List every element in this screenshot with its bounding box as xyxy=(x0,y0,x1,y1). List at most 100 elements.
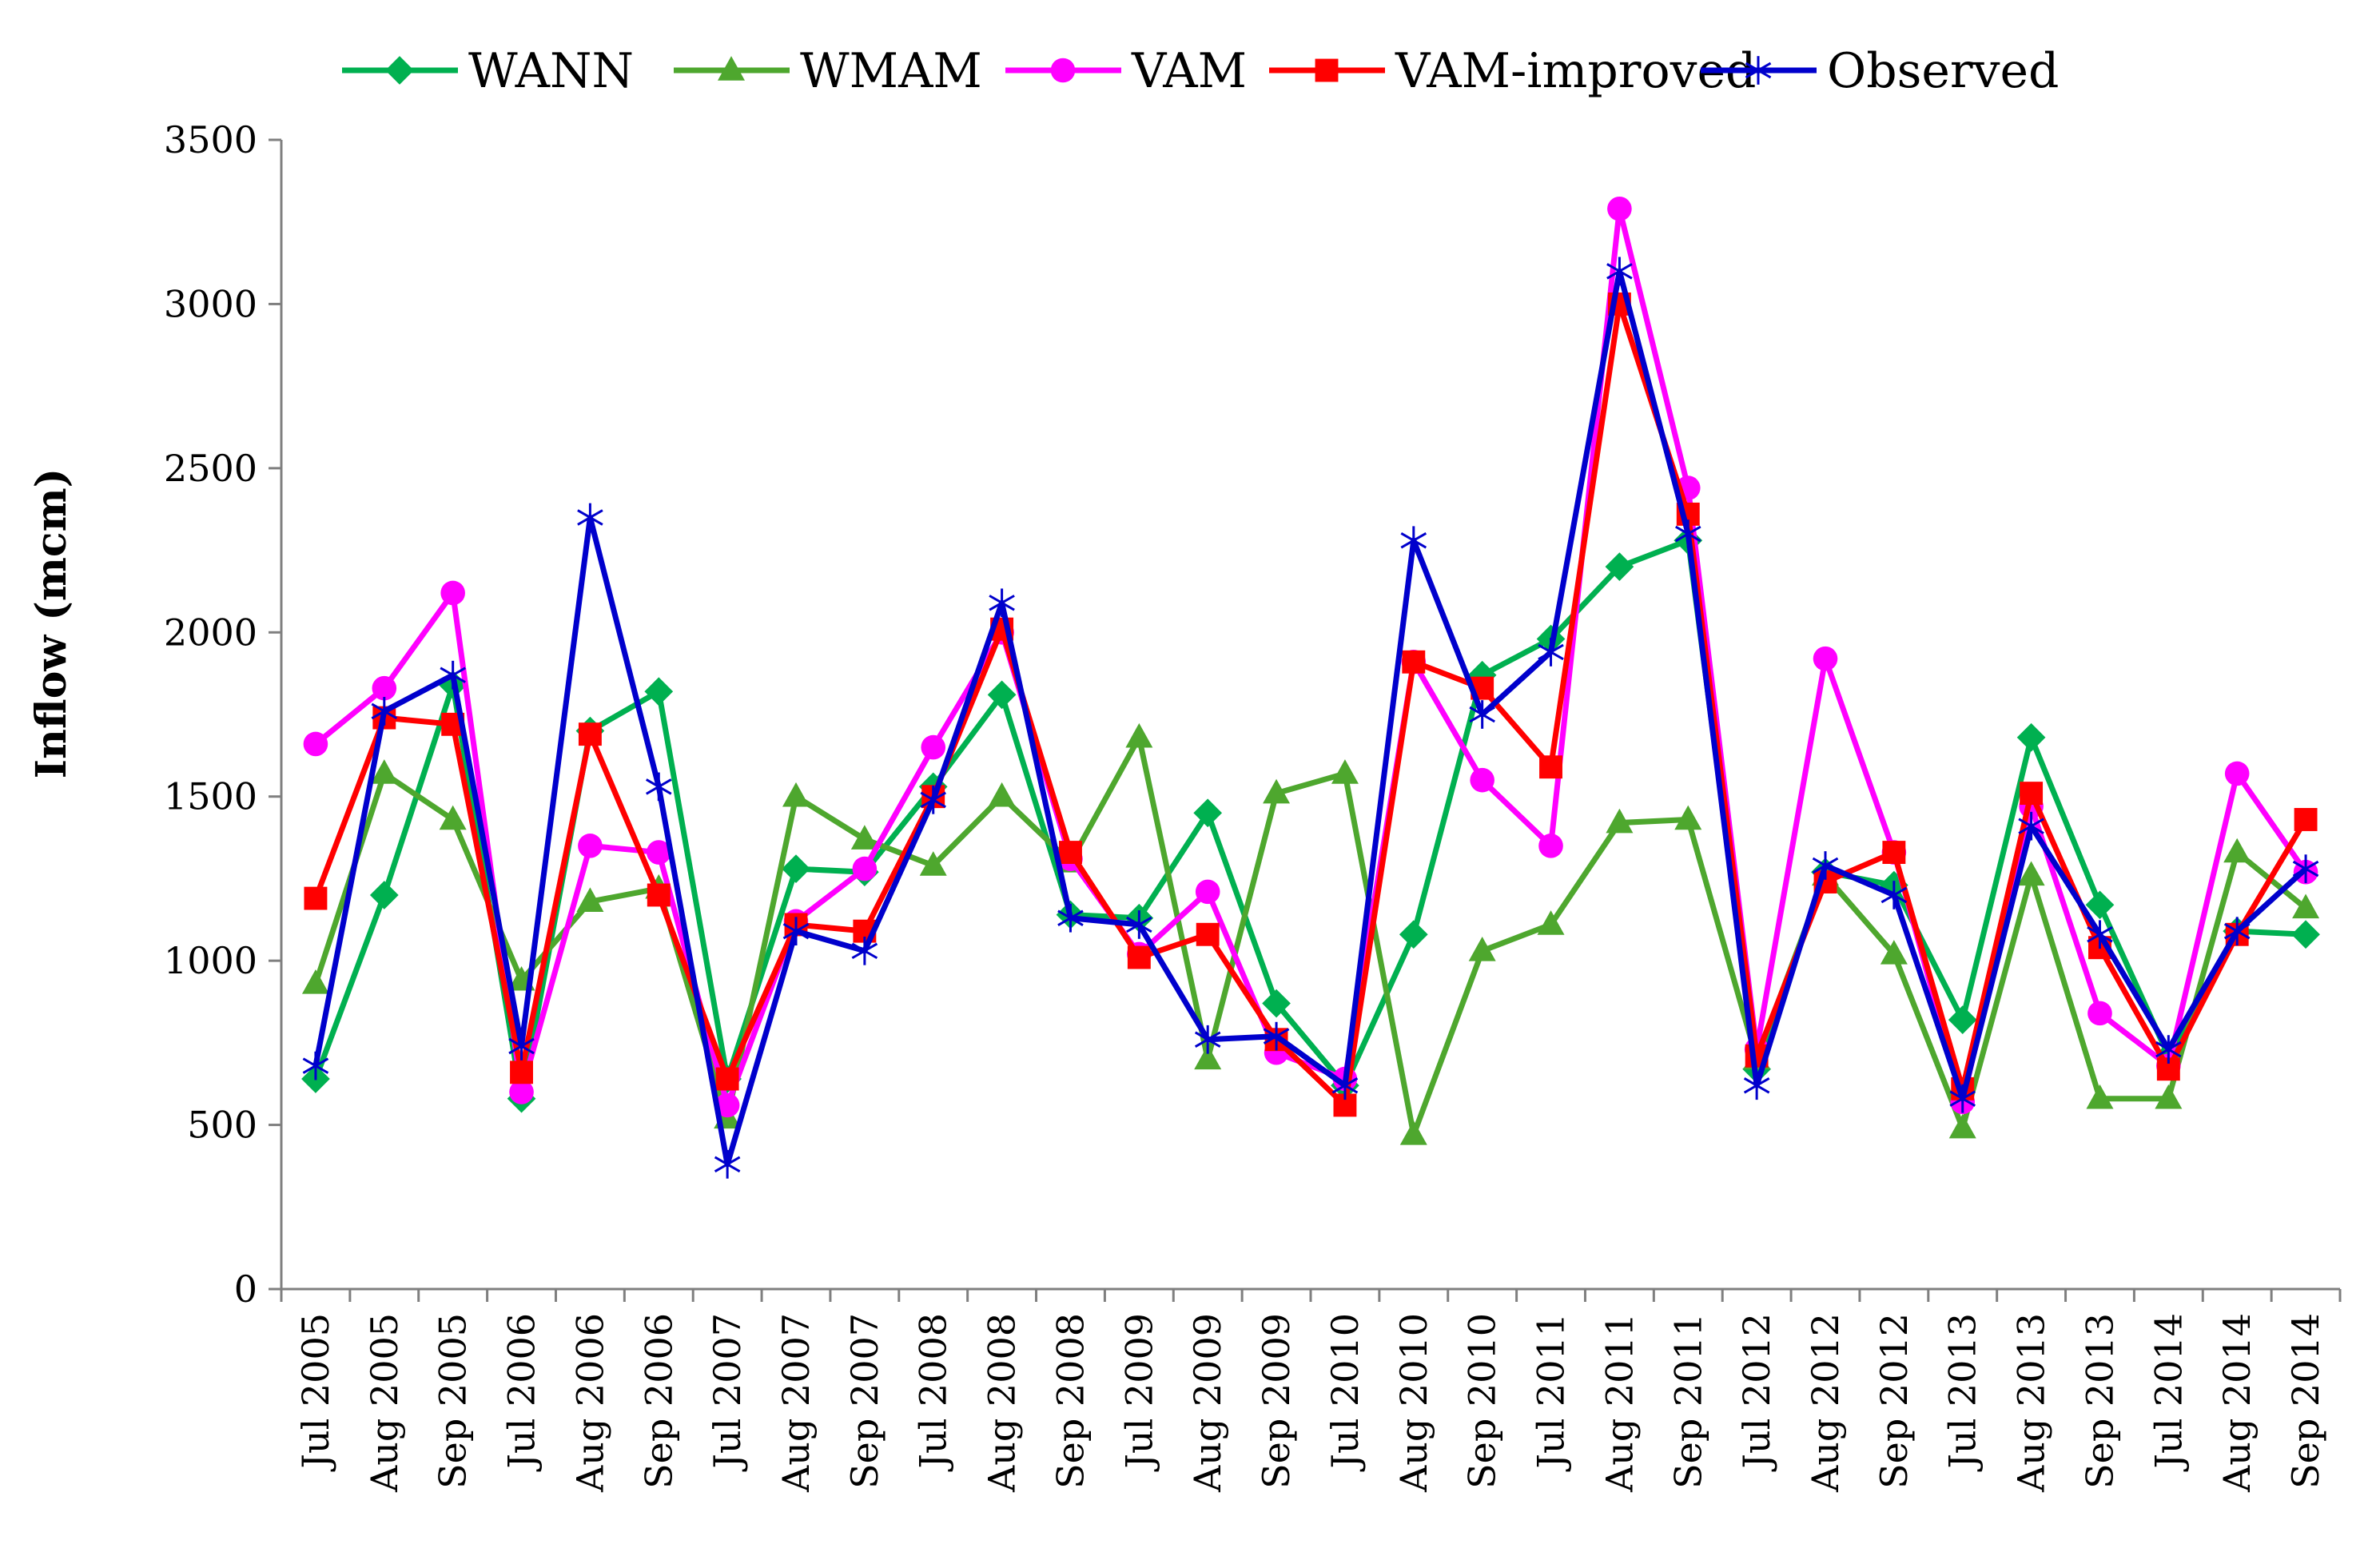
data-point xyxy=(919,851,947,876)
data-point xyxy=(1399,920,1428,949)
x-tick-label: Aug 2009 xyxy=(1186,1313,1229,1493)
x-tick-label: Jul 2009 xyxy=(1117,1313,1160,1471)
data-point xyxy=(304,886,328,910)
star-marker-stroke xyxy=(1743,1077,1770,1094)
x-tick-label: Sep 2005 xyxy=(432,1313,475,1489)
star-marker-stroke xyxy=(1881,886,1908,904)
legend-item: Observed xyxy=(1701,43,2059,99)
data-point xyxy=(1057,903,1084,933)
data-point xyxy=(372,675,397,701)
data-point xyxy=(1126,910,1152,939)
data-point xyxy=(920,785,947,814)
data-point xyxy=(1606,808,1634,834)
star-marker-stroke xyxy=(1745,62,1772,79)
data-point xyxy=(715,1067,739,1091)
data-point xyxy=(1196,922,1220,946)
data-point xyxy=(301,969,329,994)
data-point xyxy=(1262,989,1291,1018)
x-tick-label: Sep 2012 xyxy=(1873,1313,1916,1489)
x-tick-label: Sep 2013 xyxy=(2078,1313,2121,1489)
data-point xyxy=(510,1061,533,1084)
data-point xyxy=(2018,811,2044,841)
data-point xyxy=(714,1092,740,1118)
series-layer xyxy=(301,196,2320,1179)
data-point xyxy=(851,936,878,965)
legend-label: WMAM xyxy=(800,43,982,99)
data-point xyxy=(1399,1120,1427,1145)
legend: WANN WMAM VAM VAM-improved Observed xyxy=(342,43,2059,99)
data-point xyxy=(2223,917,2251,946)
data-point xyxy=(576,887,604,912)
data-point xyxy=(2224,761,2250,786)
y-tick-label: 500 xyxy=(187,1104,257,1147)
x-axis: Jul 2005 Aug 2005 Sep 2005 Jul 2006 Aug 2006… xyxy=(280,1287,2342,1493)
data-point xyxy=(1331,1071,1359,1100)
legend-item: VAM xyxy=(1005,43,1247,99)
star-marker-stroke xyxy=(1331,1077,1359,1094)
data-point xyxy=(2017,861,2045,886)
data-point xyxy=(2291,920,2320,949)
data-point xyxy=(2086,1084,2114,1109)
data-point xyxy=(1538,638,1564,667)
x-tick-label: Sep 2006 xyxy=(637,1313,680,1489)
data-point xyxy=(850,825,878,850)
data-point xyxy=(1050,58,1076,83)
data-point xyxy=(2085,890,2115,920)
data-point xyxy=(2292,893,2320,919)
y-tick-label: 2000 xyxy=(164,611,257,654)
series-line xyxy=(312,537,2306,1102)
data-point xyxy=(1470,767,1494,793)
data-point xyxy=(2155,1035,2182,1064)
y-tick-label: 1000 xyxy=(164,939,257,982)
data-point xyxy=(578,834,603,858)
data-point xyxy=(1674,805,1702,830)
data-point xyxy=(1607,196,1632,221)
star-marker-stroke xyxy=(2018,818,2044,834)
data-point xyxy=(1315,58,1339,82)
data-point xyxy=(2294,808,2318,831)
data-point xyxy=(369,881,399,909)
x-tick-label: Sep 2008 xyxy=(1049,1313,1092,1489)
data-point xyxy=(718,56,745,81)
data-point xyxy=(385,56,414,85)
data-point xyxy=(2020,782,2044,806)
star-marker-stroke xyxy=(851,942,878,960)
data-point xyxy=(1813,646,1838,671)
data-point xyxy=(370,759,398,784)
series-observed xyxy=(302,257,2319,1179)
data-point xyxy=(1812,851,1839,880)
x-tick-label: Aug 2008 xyxy=(981,1313,1024,1493)
data-point xyxy=(1125,722,1153,748)
star-marker-stroke xyxy=(2087,926,2113,943)
star-marker-stroke xyxy=(1674,525,1701,543)
y-tick-label: 1500 xyxy=(164,775,257,818)
data-point xyxy=(1881,881,1908,909)
data-point xyxy=(714,1150,741,1179)
star-marker-stroke xyxy=(1263,1028,1290,1045)
x-tick-label: Jul 2007 xyxy=(706,1313,749,1471)
x-tick-label: Aug 2007 xyxy=(774,1313,818,1493)
x-tick-label: Jul 2006 xyxy=(500,1313,543,1471)
star-marker-stroke xyxy=(577,509,603,526)
x-tick-label: Sep 2007 xyxy=(843,1313,886,1489)
data-point xyxy=(646,840,671,865)
star-marker-stroke xyxy=(645,778,672,795)
data-point xyxy=(782,917,810,946)
data-point xyxy=(509,1080,534,1104)
legend-label: Observed xyxy=(1827,43,2059,99)
data-point xyxy=(2155,1084,2183,1109)
x-tick-label: Jul 2014 xyxy=(2147,1313,2190,1471)
x-tick-label: Aug 2014 xyxy=(2215,1313,2259,1493)
star-marker-stroke xyxy=(2223,922,2251,940)
star-marker-stroke xyxy=(714,1156,741,1173)
data-point xyxy=(1331,759,1359,784)
data-point xyxy=(1674,519,1701,548)
y-tick-label: 2500 xyxy=(164,447,257,490)
star-marker-stroke xyxy=(782,922,810,940)
y-axis: 0 500 1000 1500 2000 2500 3000 3500 xyxy=(164,118,283,1311)
data-point xyxy=(1194,1025,1221,1054)
legend-label: VAM xyxy=(1131,43,1247,99)
data-point xyxy=(1402,650,1426,674)
legend-item: VAM-improved xyxy=(1269,43,1756,99)
data-point xyxy=(1743,1071,1770,1100)
